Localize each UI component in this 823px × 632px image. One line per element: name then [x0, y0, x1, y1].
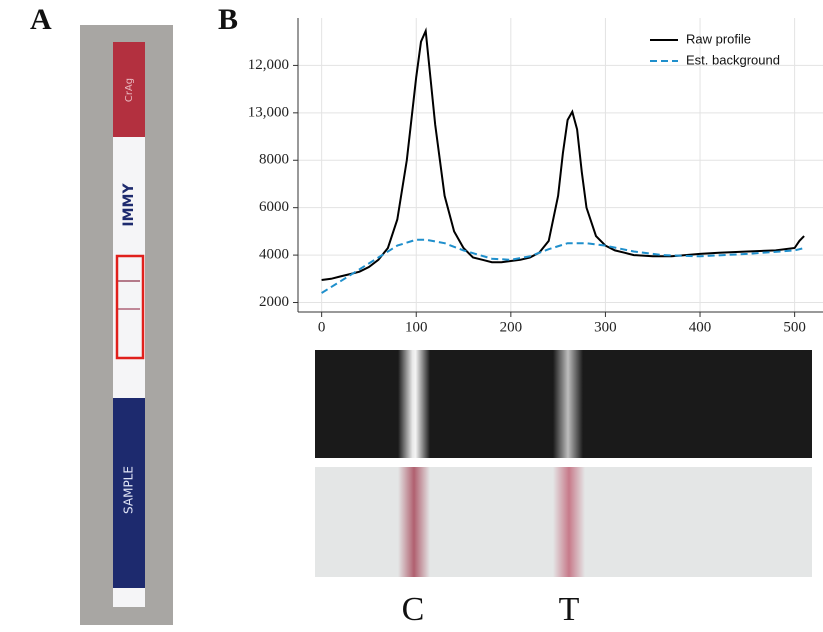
plot: 2000 4000 6000 8000 13,000 12,000 0 100 200 300 40… — [248, 18, 823, 335]
band-label: T — [559, 591, 580, 628]
c-band-color — [398, 467, 430, 577]
strip-brand: IMMY — [121, 183, 137, 227]
y-tick-label: 13,000 — [248, 104, 289, 120]
strip-sample: SAMPLE — [122, 466, 136, 514]
series-line — [321, 27, 805, 281]
series-line — [321, 238, 805, 294]
t-band-color — [553, 467, 585, 577]
y-tick-label: 8000 — [259, 152, 289, 168]
x-tick-label: 300 — [594, 319, 617, 335]
x-tick-label: 200 — [500, 319, 523, 335]
legend-label: Raw profile — [686, 31, 751, 46]
x-tick-label: 0 — [318, 319, 326, 335]
band-label: C — [402, 591, 425, 628]
highlight-box — [115, 254, 145, 360]
y-tick-label: 6000 — [259, 199, 289, 215]
strip-sample-end — [113, 398, 145, 588]
x-tick-label: 500 — [783, 319, 806, 335]
legend-label: Est. background — [686, 52, 780, 67]
y-tick-label: 2000 — [259, 294, 289, 310]
panel-label: A — [30, 3, 52, 36]
x-tick-label: 100 — [405, 319, 428, 335]
c-band-glow — [398, 350, 430, 458]
panel-label: B — [218, 3, 238, 36]
y-tick-label: 4000 — [259, 247, 289, 263]
t-band-glow — [553, 350, 583, 458]
strip-header — [113, 42, 145, 137]
y-tick-label: 12,000 — [248, 57, 289, 73]
strip-header-text: CrAg — [124, 78, 135, 102]
x-tick-label: 400 — [689, 319, 712, 335]
